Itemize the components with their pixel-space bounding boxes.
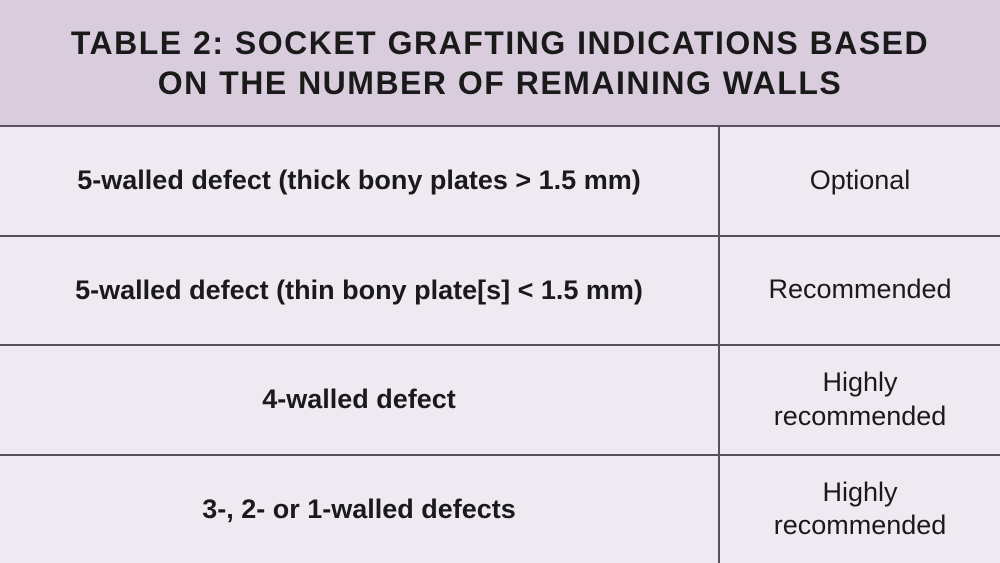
table-row: 5-walled defect (thick bony plates > 1.5… bbox=[0, 127, 1000, 237]
indication-label: Highly recommended bbox=[774, 476, 947, 544]
table-row: 3-, 2- or 1-walled defects Highly recomm… bbox=[0, 456, 1000, 563]
indication-cell: Optional bbox=[720, 127, 1000, 235]
indication-label: Optional bbox=[810, 164, 911, 198]
indication-label: Highly recommended bbox=[774, 366, 947, 434]
table-row: 4-walled defect Highly recommended bbox=[0, 346, 1000, 456]
defect-label: 4-walled defect bbox=[262, 384, 456, 415]
defect-label: 5-walled defect (thin bony plate[s] < 1.… bbox=[75, 275, 643, 306]
socket-grafting-table: TABLE 2: SOCKET GRAFTING INDICATIONS BAS… bbox=[0, 0, 1000, 563]
table-title: TABLE 2: SOCKET GRAFTING INDICATIONS BAS… bbox=[60, 23, 940, 103]
indication-cell: Recommended bbox=[720, 237, 1000, 345]
defect-cell: 5-walled defect (thin bony plate[s] < 1.… bbox=[0, 237, 720, 345]
table-header: TABLE 2: SOCKET GRAFTING INDICATIONS BAS… bbox=[0, 0, 1000, 127]
defect-label: 3-, 2- or 1-walled defects bbox=[202, 494, 516, 525]
defect-label: 5-walled defect (thick bony plates > 1.5… bbox=[77, 165, 640, 196]
defect-cell: 5-walled defect (thick bony plates > 1.5… bbox=[0, 127, 720, 235]
indication-cell: Highly recommended bbox=[720, 346, 1000, 454]
defect-cell: 4-walled defect bbox=[0, 346, 720, 454]
table-row: 5-walled defect (thin bony plate[s] < 1.… bbox=[0, 237, 1000, 347]
defect-cell: 3-, 2- or 1-walled defects bbox=[0, 456, 720, 563]
indication-label: Recommended bbox=[768, 273, 951, 307]
indication-cell: Highly recommended bbox=[720, 456, 1000, 563]
